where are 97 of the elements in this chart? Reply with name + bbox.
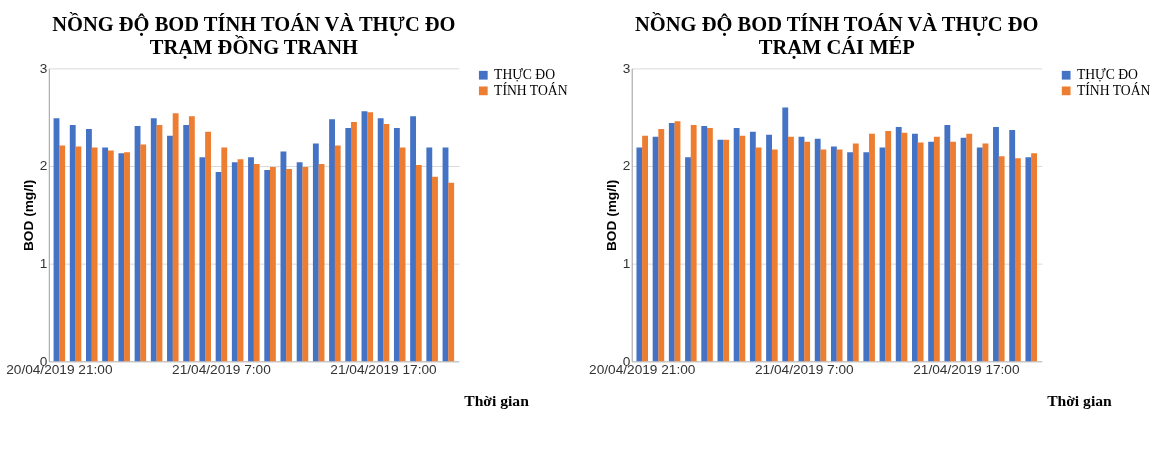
bar [312,143,319,362]
x-tick-label: 21/04/2019 7:00 [754,362,855,378]
bar [329,119,335,362]
bar [658,128,665,362]
y-axis-title: BOD (mg/l) [20,179,36,251]
bar [636,147,643,362]
bar [426,147,433,362]
bar [917,142,924,362]
bar [432,176,438,362]
x-tick-label: 21/04/2019 7:00 [172,362,272,378]
text: NỒNG ĐỘ BOD TÍNH TOÁN VÀ THỰC ĐO [635,13,1039,36]
bar [1025,157,1032,362]
bar [410,116,417,362]
bar [950,141,956,362]
bar [998,156,1005,362]
y-tick-label: 2 [622,158,631,174]
bar [766,134,772,362]
bar [749,131,756,362]
bar [739,135,746,362]
bar [59,145,66,362]
bar [820,149,827,362]
bar [928,141,935,362]
bar [124,152,130,362]
bar [231,162,238,362]
bar [788,136,794,362]
y-tick-label: 3 [39,60,48,76]
legend-label: THỰC ĐO [494,67,556,83]
bar [167,135,173,362]
bar [91,147,98,362]
y-tick-label: 3 [622,60,631,76]
bar [1031,153,1037,362]
bar [334,145,341,362]
y-tick-label: 1 [622,256,631,272]
bar [199,157,206,362]
bar [804,141,811,362]
bar [912,133,918,362]
x-axis-title: Thời gian [464,391,530,409]
bar [140,144,147,362]
bar [966,133,973,362]
bar [690,125,697,362]
bar [706,127,713,362]
bar [302,167,309,362]
y-tick-label: 2 [39,158,48,174]
bar [976,147,983,362]
bar [118,153,125,362]
legend-label: TÍNH TOÁN [494,81,568,98]
bar [172,113,179,362]
bar [393,127,400,362]
bar [86,128,92,362]
bar [863,152,870,362]
bar [944,125,951,362]
bar [847,152,854,362]
bar [901,132,908,362]
bar [869,133,875,362]
legend-label: THỰC ĐO [1076,67,1139,83]
bar [1009,129,1016,362]
bar [221,147,228,362]
bar [668,123,675,362]
x-axis-title: Thời gian [1047,391,1113,409]
bar [75,146,82,362]
bar [701,126,708,362]
bar [830,146,837,362]
legend-label: TÍNH TOÁN [1076,81,1151,98]
bar [248,157,254,362]
bar [286,168,293,362]
text: NỒNG ĐỘ BOD TÍNH TOÁN VÀ THỰC ĐO [52,13,456,36]
bar [188,116,195,362]
y-axis-title: BOD (mg/l) [603,179,619,251]
bar [205,131,211,362]
bar [1014,158,1021,362]
bar [345,127,352,362]
y-tick-label: 1 [39,256,48,272]
bar [685,157,691,362]
bar [993,126,999,362]
bar [383,124,390,362]
bar [367,112,374,362]
bar [771,149,778,362]
bar [723,139,730,362]
bar [150,118,157,362]
bar [107,150,114,362]
bar [852,143,859,362]
bar [351,122,357,362]
bar [782,107,789,362]
bar [933,136,940,362]
x-tick-label: 21/04/2019 17:00 [330,362,438,378]
x-tick-label: 21/04/2019 17:00 [913,362,1020,378]
text: TRẠM ĐỒNG TRANH [149,35,358,58]
bar [264,169,271,362]
bar [885,130,892,362]
bar [642,135,648,362]
text: TRẠM CÁI MÉP [758,35,915,58]
bar [448,182,455,362]
bar [183,125,190,362]
bar [415,165,422,362]
bar [253,164,260,362]
bar [102,147,109,362]
bar [269,167,276,362]
